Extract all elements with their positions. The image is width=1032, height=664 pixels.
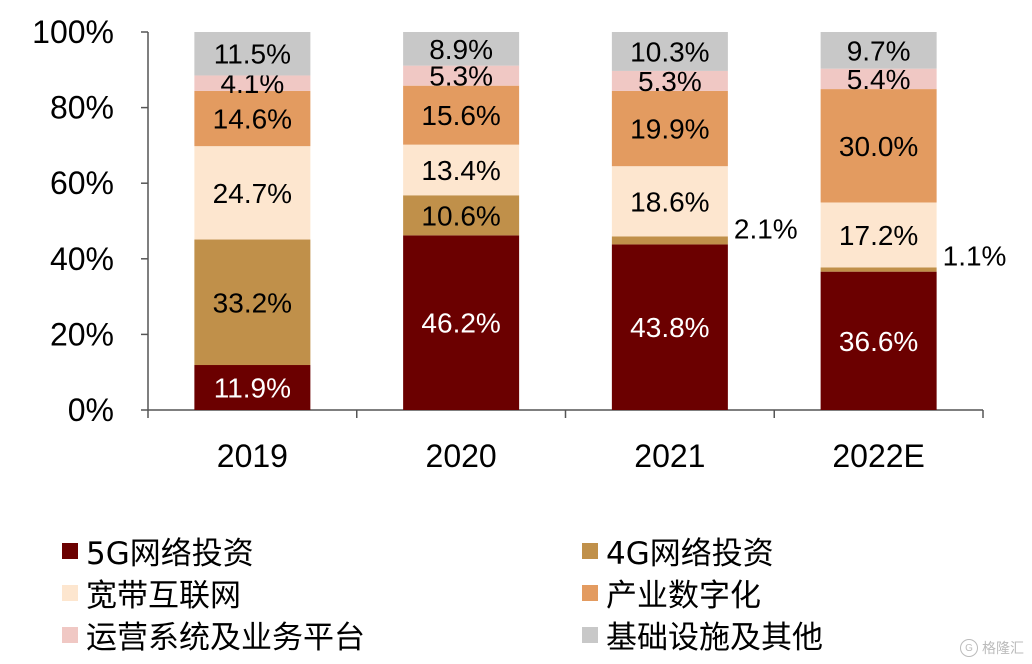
bar-segment [820,202,937,268]
data-label: 14.6% [213,104,292,135]
legend-label: 运营系统及业务平台 [86,620,365,656]
data-label: 17.2% [839,220,918,251]
data-label: 5.4% [847,64,911,95]
data-label: 13.4% [421,155,500,186]
data-label: 1.1% [943,241,1007,272]
bar-segment [194,146,311,240]
bar-segment [194,32,311,76]
data-label: 46.2% [421,308,500,339]
data-label: 5.3% [638,66,702,97]
legend-swatch [62,626,78,643]
bar-segment [194,90,311,147]
watermark: G 格隆汇 [960,638,1024,658]
bar-segment [403,195,520,236]
y-tick-label: 60% [50,165,114,201]
legend-item: 运营系统及业务平台 [62,612,365,657]
y-tick-label: 100% [32,14,114,50]
y-tick-label: 40% [50,241,114,277]
data-label: 10.3% [630,36,709,67]
bar-segment [820,267,937,272]
data-label: 36.6% [839,326,918,357]
data-label: 24.7% [213,178,292,209]
bar-segment [820,68,937,90]
watermark-text: 格隆汇 [982,640,1024,656]
x-category-label: 2021 [634,438,705,474]
bar-segment [403,32,520,66]
bar-segment [611,70,728,91]
bar-segment [194,365,311,410]
bar-segment [611,244,728,410]
legend-swatch [62,584,78,601]
bar-segment [403,144,520,196]
legend-item: 4G网络投资 [582,528,774,573]
watermark-logo-icon: G [960,639,978,657]
legend-label: 5G网络投资 [86,536,254,572]
data-label: 15.6% [421,100,500,131]
legend-item: 产业数字化 [582,570,761,615]
y-tick-label: 20% [50,316,114,352]
data-label: 43.8% [630,312,709,343]
y-tick-label: 80% [50,90,114,126]
x-category-label: 2019 [217,438,288,474]
legend-swatch [582,584,598,601]
data-label: 9.7% [847,35,911,66]
data-label: 5.3% [429,61,493,92]
data-label: 18.6% [630,186,709,217]
bar-segment [611,236,728,245]
bar-segment [403,235,520,410]
bar-segment [820,89,937,203]
y-tick-label: 0% [68,392,114,428]
bar-segment [611,166,728,237]
data-label: 30.0% [839,131,918,162]
data-label: 11.5% [214,39,291,70]
bar-segment [403,65,520,86]
x-category-label: 2022E [832,438,925,474]
data-label: 11.9% [214,373,291,404]
legend-swatch [582,626,598,643]
bar-segment [194,75,311,91]
bar-segment [611,90,728,167]
legend-swatch [582,542,598,559]
data-label: 8.9% [429,34,493,65]
legend-label: 基础设施及其他 [606,620,823,656]
bar-segment [194,239,311,366]
legend-label: 产业数字化 [606,578,761,614]
data-label: 2.1% [734,213,798,244]
bar-segment [820,32,937,69]
legend-item: 基础设施及其他 [582,612,823,657]
bar-segment [403,85,520,145]
legend-swatch [62,542,78,559]
legend-item: 5G网络投资 [62,528,254,573]
legend-label: 宽带互联网 [86,578,241,614]
bar-segment [820,271,937,410]
data-label: 10.6% [421,200,500,231]
data-label: 33.2% [213,287,292,318]
legend-label: 4G网络投资 [606,536,774,572]
legend-item: 宽带互联网 [62,570,241,615]
x-category-label: 2020 [426,438,497,474]
bar-segment [611,32,728,71]
data-label: 19.9% [630,114,709,145]
